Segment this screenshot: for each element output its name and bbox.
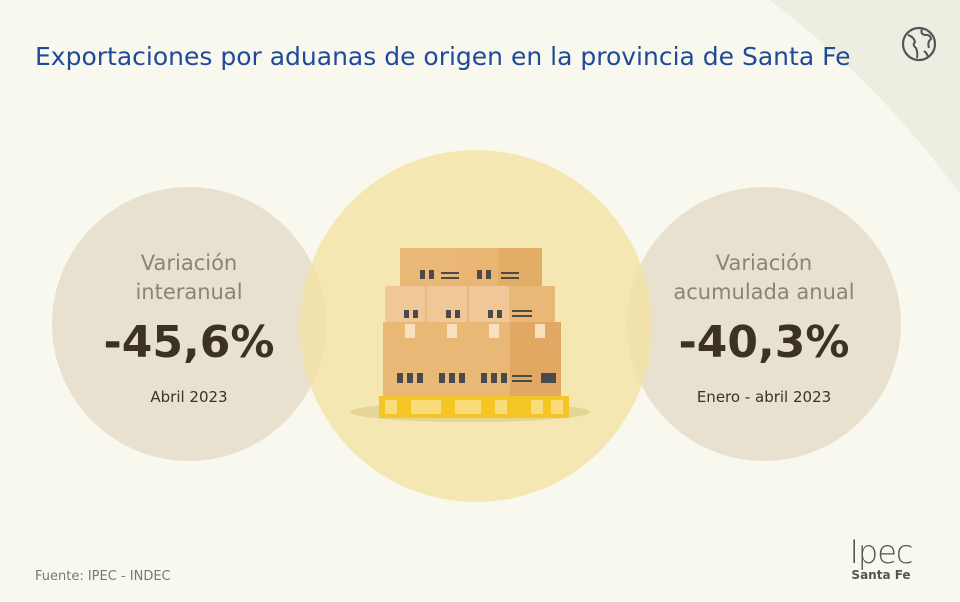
logo-text: Ipec	[849, 533, 913, 571]
stat-interanual: Variación interanual -45,6% Abril 2023	[52, 187, 326, 461]
stat-circle-right	[627, 187, 901, 461]
stat-label: Variación interanual	[135, 251, 243, 304]
stat-value: -45,6%	[103, 317, 275, 368]
stat-label: Variación acumulada anual	[673, 251, 855, 304]
ipec-logo: Ipec Santa Fe	[836, 536, 926, 582]
stat-acumulada: Variación acumulada anual -40,3% Enero - …	[627, 187, 901, 461]
globe-icon	[901, 26, 937, 62]
pallet-boxes-icon	[350, 248, 590, 422]
page-title: Exportaciones por aduanas de origen en l…	[35, 42, 851, 71]
stat-period: Enero - abril 2023	[696, 388, 832, 406]
stat-value: -40,3%	[678, 317, 850, 368]
stat-circle-left	[52, 187, 326, 461]
source-note: Fuente: IPEC - INDEC	[35, 569, 171, 584]
logo-subtitle: Santa Fe	[851, 568, 911, 582]
stat-period: Abril 2023	[150, 388, 228, 406]
